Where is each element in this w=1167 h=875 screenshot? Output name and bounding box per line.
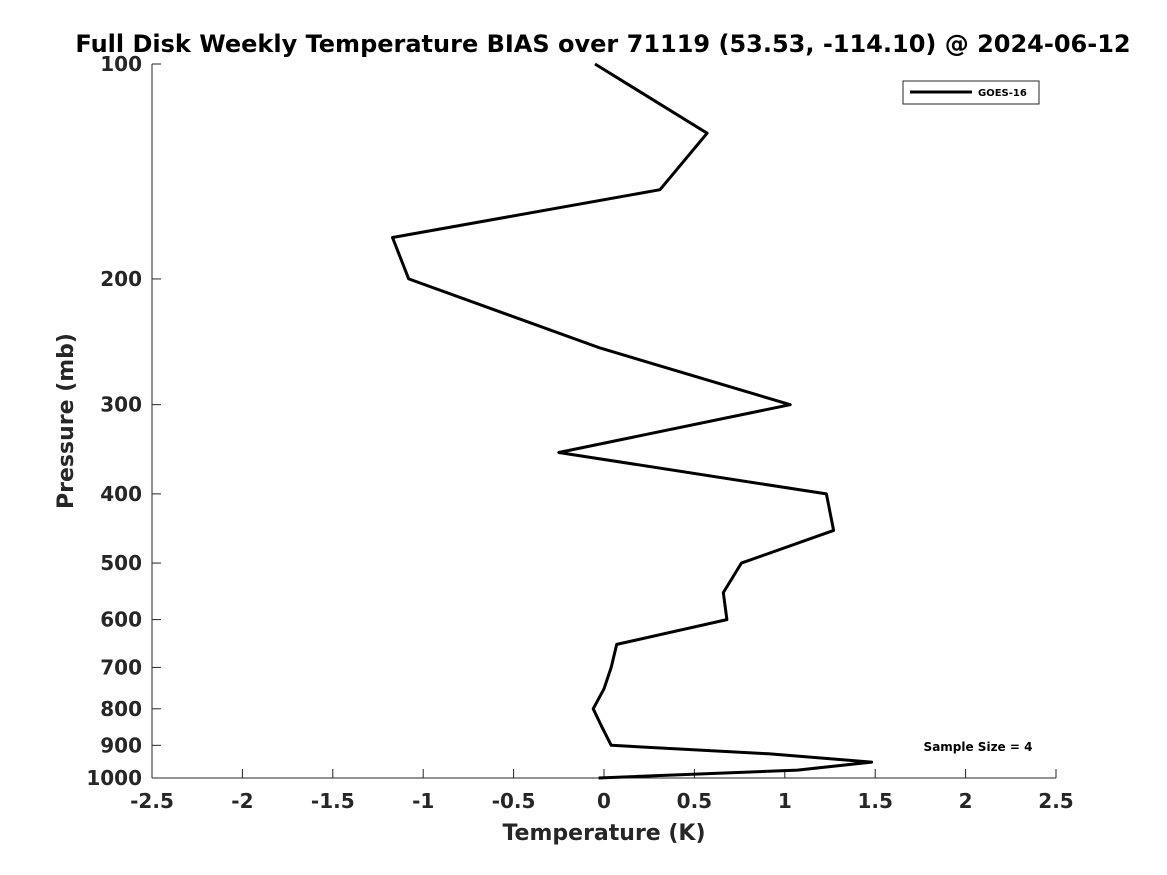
- y-tick-label: 200: [100, 267, 142, 291]
- legend: GOES-16: [902, 80, 1040, 105]
- y-tick-label: 800: [100, 697, 142, 721]
- y-tick-label: 1000: [86, 766, 142, 790]
- y-tick-label: 700: [100, 655, 142, 679]
- x-tick-label: 0.5: [677, 789, 712, 813]
- legend-label-goes-16: GOES-16: [978, 88, 1027, 99]
- x-tick-label: -1.5: [311, 789, 355, 813]
- x-tick-label: 1.5: [857, 789, 892, 813]
- plot-area: [152, 64, 1056, 777]
- x-tick-label: 2.5: [1038, 789, 1073, 813]
- y-tick-label: 400: [100, 482, 142, 506]
- x-tick-label: -0.5: [492, 789, 536, 813]
- y-tick-label: 100: [100, 52, 142, 76]
- y-tick-label: 300: [100, 393, 142, 417]
- x-tick-label: 0: [597, 789, 611, 813]
- series-line-0: [391, 62, 874, 780]
- y-tick-label: 500: [100, 551, 142, 575]
- x-tick-label: -1: [412, 789, 434, 813]
- y-ticks: 100 200 300 400 500 600 700 800 900 1000: [86, 52, 161, 790]
- x-tick-label: -2.5: [130, 789, 174, 813]
- x-tick-label: 1: [778, 789, 792, 813]
- chart-title: Full Disk Weekly Temperature BIAS over 7…: [75, 30, 1130, 58]
- series-layer: [391, 62, 874, 780]
- x-axis-title: Temperature (K): [502, 821, 705, 846]
- y-axis-title: Pressure (mb): [54, 333, 79, 509]
- y-tick-label: 900: [100, 733, 142, 757]
- x-ticks: -2.5 -2 -1.5 -1 -0.5 0 0.5 1 1.5 2 2.5: [130, 769, 1074, 813]
- x-tick-label: 2: [959, 789, 973, 813]
- x-tick-label: -2: [231, 789, 253, 813]
- sample-size-annotation: Sample Size = 4: [924, 740, 1033, 754]
- y-tick-label: 600: [100, 608, 142, 632]
